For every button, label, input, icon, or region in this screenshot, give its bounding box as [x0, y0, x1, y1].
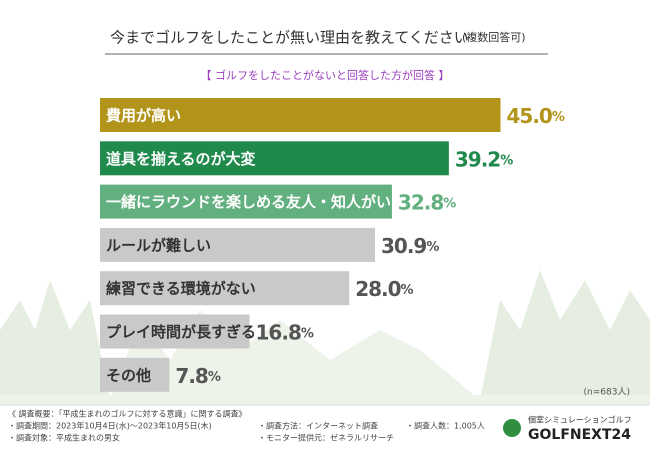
footer-note: ・モニター提供元：ゼネラルリサーチ [258, 433, 394, 443]
footer: 《 調査概要：「平成生まれのゴルフに対する意識」に関する調査》 ・調査期間：20… [8, 409, 485, 443]
bar [100, 357, 170, 392]
logo-name: GOLFNEXT24 [528, 427, 631, 443]
bar [100, 184, 392, 219]
bar [100, 227, 376, 262]
footer-note: ・調査方法：インターネット調査 [258, 421, 378, 431]
category-label: 練習できる環境がない [106, 280, 256, 298]
category-label: 一緒にラウンドを楽しめる友人・知人がいない [106, 193, 421, 211]
logo-tagline: 個室シミュレーションゴルフ [528, 415, 632, 425]
title-note: (複数回答可) [462, 30, 526, 44]
value-label: 7.8% [175, 363, 220, 387]
subtitle: 【 ゴルフをしたことがないと回答した方が回答 】 [201, 68, 450, 82]
value-label: 30.9% [381, 233, 439, 257]
value-label: 28.0% [355, 277, 413, 301]
footer-note: ・調査対象：平成生まれの男女 [8, 433, 120, 443]
category-label: その他 [106, 366, 151, 384]
value-label: 45.0% [507, 104, 565, 128]
category-label: 費用が高い [106, 107, 181, 125]
value-label: 39.2% [455, 147, 513, 171]
chart-title: 今までゴルフをしたことが無い理由を教えてください [110, 29, 469, 47]
value-label: 32.8% [398, 190, 456, 214]
footer-note: ・調査人数：1,005人 [406, 421, 485, 431]
bar [100, 141, 449, 176]
category-label: ルールが難しい [106, 236, 211, 254]
ground [0, 395, 650, 405]
category-label: プレイ時間が長すぎる [106, 323, 256, 341]
bar [100, 98, 501, 132]
footer-note: 《 調査概要：「平成生まれのゴルフに対する意識」に関する調査》 [8, 409, 247, 419]
logo-icon [503, 419, 521, 437]
value-label: 16.8% [256, 320, 314, 344]
bar [100, 271, 350, 306]
category-label: 道具を揃えるのが大変 [106, 150, 256, 168]
bar [100, 314, 250, 349]
sample-note: (n=683人) [584, 387, 630, 398]
footer-note: ・調査期間：2023年10月4日(水)～2023年10月5日(木) [8, 421, 212, 431]
